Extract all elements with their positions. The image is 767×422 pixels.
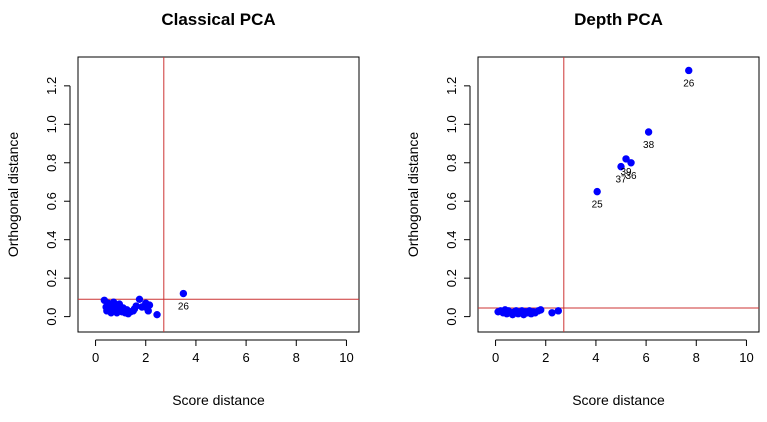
- classical-point-label: 26: [178, 302, 190, 313]
- classical-data-point: [145, 301, 154, 309]
- classical-x-tick-label: 2: [142, 350, 149, 365]
- depth-data-point: [644, 128, 653, 136]
- depth-x-tick-label: 0: [492, 350, 499, 365]
- depth-chart-title: Depth PCA: [574, 10, 663, 29]
- depth-data-point: [627, 159, 635, 167]
- classical-y-axis-title: Orthogonal distance: [5, 132, 21, 258]
- depth-point-label: 38: [643, 140, 655, 151]
- depth-data-point: [593, 187, 601, 196]
- classical-data-point: [179, 289, 188, 298]
- depth-y-tick-label: 0.0: [444, 308, 459, 326]
- depth-y-tick-label: 0.6: [444, 192, 459, 210]
- classical-y-tick-label: 0.8: [44, 154, 59, 172]
- depth-y-tick-label: 0.4: [444, 231, 459, 249]
- classical-y-tick-label: 1.2: [44, 77, 59, 95]
- depth-data-point: [537, 306, 545, 314]
- depth-data-point: [617, 162, 625, 171]
- depth-data-point: [685, 66, 693, 75]
- classical-data-point: [153, 310, 161, 319]
- depth-x-tick-label: 10: [739, 350, 753, 365]
- classical-plot-frame: [77, 56, 360, 333]
- depth-x-tick-label: 4: [592, 350, 599, 365]
- classical-chart-title: Classical PCA: [161, 10, 275, 29]
- classical-y-tick-label: 0.0: [44, 308, 59, 326]
- classical-y-tick-label: 0.4: [44, 231, 59, 249]
- depth-y-tick-label: 0.2: [444, 269, 459, 287]
- classical-x-tick-label: 4: [192, 350, 199, 365]
- depth-x-tick-label: 6: [642, 350, 649, 365]
- depth-point-label: 25: [592, 200, 604, 211]
- depth-point-label: 39: [620, 167, 632, 178]
- classical-y-tick-label: 0.6: [44, 192, 59, 210]
- depth-y-tick-label: 0.8: [444, 154, 459, 172]
- classical-y-tick-label: 1.0: [44, 115, 59, 133]
- classical-x-axis-title: Score distance: [172, 392, 265, 408]
- depth-point-label: 36: [625, 171, 637, 182]
- depth-data-point: [548, 309, 556, 317]
- classical-x-tick-label: 10: [339, 350, 353, 365]
- classical-x-tick-label: 6: [242, 350, 249, 365]
- depth-x-axis-title: Score distance: [572, 392, 665, 408]
- depth-plot-frame: [477, 56, 760, 333]
- depth-point-label: 26: [683, 78, 695, 89]
- depth-data-point: [554, 307, 562, 315]
- classical-y-tick-label: 0.2: [44, 269, 59, 287]
- depth-x-tick-label: 8: [693, 350, 700, 365]
- depth-y-axis-title: Orthogonal distance: [405, 132, 421, 258]
- depth-x-tick-label: 2: [542, 350, 549, 365]
- classical-x-tick-label: 0: [92, 350, 99, 365]
- classical-x-tick-label: 8: [293, 350, 300, 365]
- depth-data-point: [622, 155, 630, 163]
- classical-data-point: [135, 295, 144, 304]
- depth-point-label: 37: [615, 175, 627, 186]
- depth-y-tick-label: 1.0: [444, 115, 459, 133]
- depth-y-tick-label: 1.2: [444, 77, 459, 95]
